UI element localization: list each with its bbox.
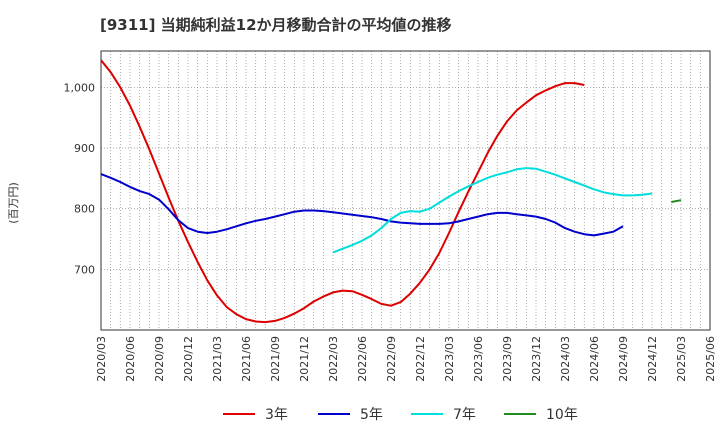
x-tick-label: 2022/06 — [356, 336, 369, 382]
series-line — [671, 199, 682, 203]
series-line — [100, 173, 624, 237]
x-tick-label: 2022/12 — [414, 336, 427, 382]
y-tick-label: 800 — [74, 203, 95, 216]
legend-label: 10年 — [546, 407, 578, 423]
x-tick-label: 2021/12 — [298, 336, 311, 382]
legend: 3年 5年 7年 10年 — [223, 407, 578, 423]
x-tick-label: 2021/03 — [211, 336, 224, 382]
x-tick-label: 2025/03 — [675, 336, 688, 382]
y-tick-label: 1,000 — [64, 81, 96, 94]
y-axis-label: (百万円) — [7, 182, 20, 224]
x-ticks: 2020/03 2020/06 2020/09 2020/12 2021/03 2021/… — [95, 336, 717, 382]
x-tick-label: 2025/06 — [704, 336, 717, 382]
x-tick-label: 2024/03 — [559, 336, 572, 382]
series-lines — [100, 59, 682, 324]
series-line — [100, 59, 585, 324]
x-tick-label: 2020/06 — [124, 336, 137, 382]
plot-frame — [100, 50, 711, 331]
x-tick-label: 2021/09 — [269, 336, 282, 382]
x-tick-label: 2020/03 — [95, 336, 108, 382]
x-tick-label: 2023/09 — [501, 336, 514, 382]
x-tick-label: 2020/09 — [153, 336, 166, 382]
x-tick-label: 2023/03 — [443, 336, 456, 382]
x-tick-label: 2020/12 — [182, 336, 195, 382]
x-tick-label: 2024/12 — [646, 336, 659, 382]
x-tick-label: 2024/06 — [588, 336, 601, 382]
x-tick-label: 2022/03 — [327, 336, 340, 382]
y-ticks: 700 800 900 1,000 — [64, 81, 96, 276]
x-tick-label: 2024/09 — [617, 336, 630, 382]
x-tick-label: 2021/06 — [240, 336, 253, 382]
legend-label: 3年 — [265, 407, 288, 423]
x-tick-label: 2023/12 — [530, 336, 543, 382]
series-line — [332, 167, 653, 254]
legend-label: 5年 — [360, 407, 383, 423]
x-tick-label: 2023/06 — [472, 336, 485, 382]
x-tick-label: 2022/09 — [385, 336, 398, 382]
y-tick-label: 700 — [74, 263, 95, 276]
grid — [101, 51, 710, 330]
y-tick-label: 900 — [74, 142, 95, 155]
legend-label: 7年 — [453, 407, 476, 423]
chart-title: [9311] 当期純利益12か月移動合計の平均値の推移 — [100, 16, 452, 34]
